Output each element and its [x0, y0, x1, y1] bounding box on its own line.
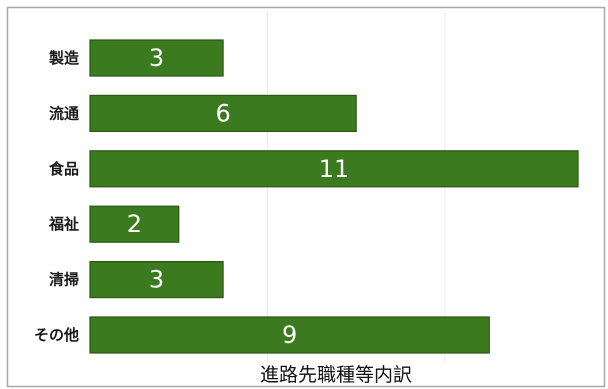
chart-title: 進路先職種等内訳: [260, 364, 412, 386]
data-label-2: 6: [215, 99, 230, 127]
bars-group: [89, 39, 579, 354]
category-label-6: その他: [34, 326, 79, 344]
data-label-3: 11: [319, 155, 350, 183]
data-label-1: 3: [149, 44, 164, 72]
bar-2: [89, 94, 357, 133]
data-label-6: 9: [282, 321, 297, 349]
bar-5: [89, 261, 224, 299]
bar-1: [89, 39, 224, 77]
bar-3: [89, 150, 579, 188]
data-label-5: 3: [149, 266, 164, 294]
bar-6: [89, 316, 490, 354]
bar-4: [89, 205, 180, 243]
category-label-3: 食品: [49, 160, 79, 178]
category-label-4: 福祉: [48, 215, 79, 233]
category-label-1: 製造: [48, 49, 79, 67]
category-label-2: 流通: [49, 104, 79, 122]
category-label-5: 清掃: [49, 271, 79, 289]
data-label-4: 2: [127, 210, 142, 238]
